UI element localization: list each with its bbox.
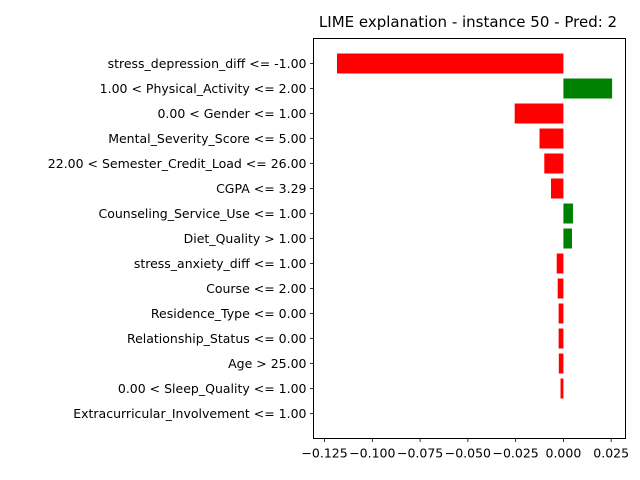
bar-7 <box>563 228 573 249</box>
y-tick-label: stress_depression_diff <= -1.00 <box>108 56 307 71</box>
x-tick-label: −0.125 <box>301 446 347 461</box>
bar-12 <box>558 353 564 374</box>
bar-5 <box>550 178 564 199</box>
y-tick-label: Course <= 2.00 <box>206 281 306 296</box>
y-tick-label: stress_anxiety_diff <= 1.00 <box>134 256 307 271</box>
bar-10 <box>558 303 564 324</box>
y-tick-label: 22.00 < Semester_Credit_Load <= 26.00 <box>48 156 307 171</box>
y-tick-label: CGPA <= 3.29 <box>216 181 306 196</box>
y-tick-label: 1.00 < Physical_Activity <= 2.00 <box>100 81 307 96</box>
y-tick-label: Diet_Quality > 1.00 <box>184 231 307 246</box>
bar-6 <box>563 203 573 224</box>
bar-8 <box>556 253 564 274</box>
axes-frame <box>313 38 626 439</box>
y-tick-label: Extracurricular_Involvement <= 1.00 <box>73 406 306 421</box>
bar-4 <box>544 153 564 174</box>
chart-title: LIME explanation - instance 50 - Pred: 2 <box>319 13 617 31</box>
x-tick-label: −0.025 <box>493 446 539 461</box>
x-tick-label: 0.025 <box>593 446 629 461</box>
y-tick-label: Age > 25.00 <box>228 356 306 371</box>
y-tick-label: Mental_Severity_Score <= 5.00 <box>108 131 306 146</box>
x-ticks-group: −0.125 −0.100 −0.075 −0.050 −0.025 0.000 0.025 <box>301 438 629 461</box>
x-tick-label: −0.100 <box>349 446 395 461</box>
y-tick-label: 0.00 < Sleep_Quality <= 1.00 <box>118 381 307 396</box>
y-labels-group: stress_depression_diff <= -1.00 1.00 < Ph… <box>48 56 314 421</box>
y-tick-label: Residence_Type <= 0.00 <box>151 306 307 321</box>
bars-group <box>337 53 613 399</box>
bar-13 <box>560 378 564 399</box>
y-tick-label: Counseling_Service_Use <= 1.00 <box>98 206 306 221</box>
x-tick-label: −0.050 <box>445 446 491 461</box>
bar-0 <box>337 53 564 74</box>
bar-3 <box>539 128 564 149</box>
bar-9 <box>557 278 564 299</box>
x-tick-label: −0.075 <box>397 446 443 461</box>
x-tick-label: 0.000 <box>546 446 582 461</box>
bar-1 <box>563 78 613 99</box>
bar-11 <box>558 328 564 349</box>
y-tick-label: 0.00 < Gender <= 1.00 <box>157 106 306 121</box>
y-tick-label: Relationship_Status <= 0.00 <box>127 331 307 346</box>
bar-2 <box>514 103 564 124</box>
